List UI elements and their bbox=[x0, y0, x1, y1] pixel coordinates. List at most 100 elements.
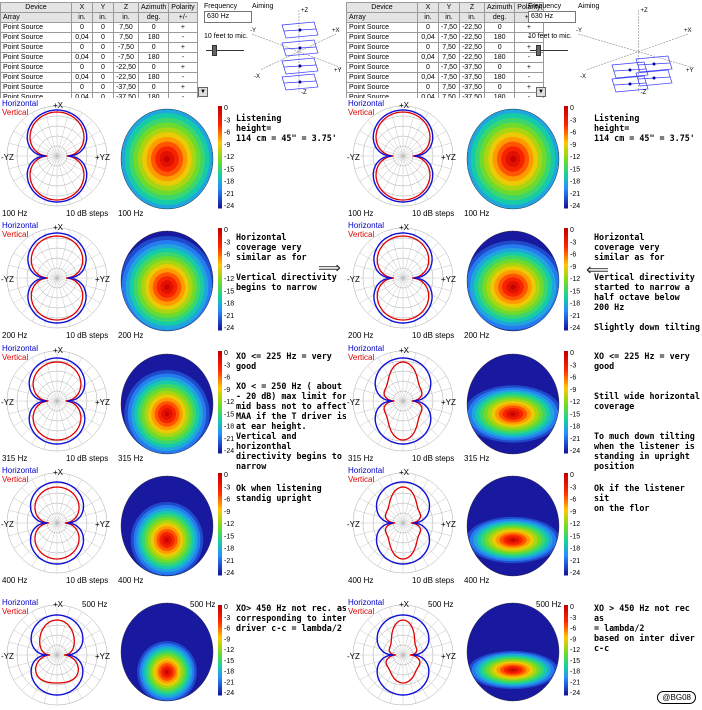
table-cell[interactable]: + bbox=[168, 42, 198, 53]
table-cell[interactable]: Point Source bbox=[0, 42, 72, 53]
table-cell[interactable]: 0,04 bbox=[417, 72, 439, 83]
table-row[interactable]: Point Source 0 -7,50 -22,50 0 + bbox=[346, 22, 544, 33]
table-row[interactable]: Point Source 0 0 -7,50 0 + bbox=[0, 42, 198, 53]
table-cell[interactable]: 0 bbox=[71, 82, 93, 93]
scroll-down-button[interactable]: ▼ bbox=[536, 87, 546, 97]
right-array-table[interactable]: Device X Y Z Azimuth Polarity Array in. in. in. d… bbox=[346, 2, 544, 103]
table-cell[interactable]: Point Source bbox=[346, 82, 418, 93]
table-cell[interactable]: -37,50 bbox=[459, 72, 485, 83]
table-cell[interactable]: 0 bbox=[417, 62, 439, 73]
table-cell[interactable]: 7,50 bbox=[113, 22, 139, 33]
table-cell[interactable]: 0 bbox=[92, 32, 114, 43]
table-cell[interactable]: -22,50 bbox=[113, 72, 139, 83]
table-cell[interactable]: 0,04 bbox=[71, 52, 93, 63]
table-cell[interactable]: -7,50 bbox=[113, 42, 139, 53]
table-cell[interactable]: 180 bbox=[483, 32, 516, 43]
table-cell[interactable]: -22,50 bbox=[459, 42, 485, 53]
table-cell[interactable]: + bbox=[168, 82, 198, 93]
table-cell[interactable]: 0 bbox=[417, 42, 439, 53]
table-cell[interactable]: Point Source bbox=[346, 32, 418, 43]
left-array-table[interactable]: Device X Y Z Azimuth Polarity Array in. in. in. d… bbox=[0, 2, 198, 103]
table-cell[interactable]: + bbox=[514, 62, 544, 73]
table-cell[interactable]: + bbox=[168, 62, 198, 73]
table-row[interactable]: Point Source 0,04 0 -7,50 180- bbox=[0, 52, 198, 63]
table-cell[interactable]: 0 bbox=[483, 62, 516, 73]
table-cell[interactable]: 0 bbox=[92, 82, 114, 93]
table-cell[interactable]: -7,50 bbox=[113, 52, 139, 63]
table-cell[interactable]: 180 bbox=[137, 72, 170, 83]
table-cell[interactable]: 0 bbox=[137, 42, 170, 53]
table-cell[interactable]: 0 bbox=[71, 42, 93, 53]
table-cell[interactable]: - bbox=[514, 72, 544, 83]
table-cell[interactable]: -22,50 bbox=[459, 22, 485, 33]
table-cell[interactable]: Point Source bbox=[0, 62, 72, 73]
table-cell[interactable]: 0 bbox=[483, 42, 516, 53]
table-cell[interactable]: 7,50 bbox=[438, 82, 460, 93]
table-cell[interactable]: -37,50 bbox=[459, 82, 485, 93]
table-cell[interactable]: 180 bbox=[137, 32, 170, 43]
table-cell[interactable]: - bbox=[168, 72, 198, 83]
table-row[interactable]: Point Source 0,04 7,50 -22,50 180- bbox=[346, 52, 544, 63]
table-cell[interactable]: 0,04 bbox=[417, 32, 439, 43]
frequency-control[interactable]: Frequency 630 Hz 10 feet to mic. bbox=[204, 3, 252, 40]
table-row[interactable]: Point Source 0,04 -7,50 -37,50 180- bbox=[346, 72, 544, 83]
table-cell[interactable]: 0 bbox=[483, 22, 516, 33]
table-cell[interactable]: 0 bbox=[417, 82, 439, 93]
table-cell[interactable]: -37,50 bbox=[459, 62, 485, 73]
table-row[interactable]: Point Source 0 0 -37,50 0 + bbox=[0, 82, 198, 93]
table-cell[interactable]: -37,50 bbox=[113, 82, 139, 93]
table-cell[interactable]: -22,50 bbox=[113, 62, 139, 73]
table-cell[interactable]: Point Source bbox=[346, 72, 418, 83]
table-cell[interactable]: 0 bbox=[92, 52, 114, 63]
table-cell[interactable]: 0 bbox=[137, 62, 170, 73]
table-cell[interactable]: 7,50 bbox=[438, 42, 460, 53]
distance-slider[interactable] bbox=[530, 50, 568, 51]
table-cell[interactable]: -7,50 bbox=[438, 22, 460, 33]
table-cell[interactable]: 0,04 bbox=[71, 32, 93, 43]
table-cell[interactable]: 0 bbox=[92, 42, 114, 53]
table-cell[interactable]: Point Source bbox=[0, 82, 72, 93]
table-row[interactable]: Point Source 0 -7,50 -37,50 0 + bbox=[346, 62, 544, 73]
table-cell[interactable]: 180 bbox=[483, 52, 516, 63]
table-row[interactable]: Point Source 0 0 -22,50 0 + bbox=[0, 62, 198, 73]
table-cell[interactable]: Point Source bbox=[346, 52, 418, 63]
table-cell[interactable]: Point Source bbox=[346, 22, 418, 33]
table-cell[interactable]: - bbox=[168, 52, 198, 63]
table-cell[interactable]: 180 bbox=[483, 72, 516, 83]
table-cell[interactable]: -22,50 bbox=[459, 52, 485, 63]
table-cell[interactable]: -7,50 bbox=[438, 62, 460, 73]
table-cell[interactable]: 0 bbox=[71, 22, 93, 33]
table-cell[interactable]: 0 bbox=[92, 62, 114, 73]
table-cell[interactable]: 0 bbox=[71, 62, 93, 73]
table-cell[interactable]: Point Source bbox=[0, 32, 72, 43]
table-cell[interactable]: 7,50 bbox=[113, 32, 139, 43]
distance-slider[interactable] bbox=[206, 50, 244, 51]
table-row[interactable]: Point Source 0 7,50 -22,50 0 + bbox=[346, 42, 544, 53]
table-cell[interactable]: Point Source bbox=[346, 62, 418, 73]
table-cell[interactable]: Point Source bbox=[346, 42, 418, 53]
table-cell[interactable]: Point Source bbox=[0, 72, 72, 83]
table-cell[interactable]: - bbox=[168, 32, 198, 43]
table-cell[interactable]: -7,50 bbox=[438, 32, 460, 43]
table-cell[interactable]: -7,50 bbox=[438, 72, 460, 83]
table-cell[interactable]: 7,50 bbox=[438, 52, 460, 63]
table-cell[interactable]: 0 bbox=[137, 22, 170, 33]
distance-slider-knob[interactable] bbox=[536, 45, 541, 56]
table-cell[interactable]: 0 bbox=[92, 22, 114, 33]
table-cell[interactable]: 0 bbox=[483, 82, 516, 93]
frequency-control[interactable]: Frequency 630 Hz 10 feet to mic. bbox=[528, 3, 576, 40]
table-cell[interactable]: 0 bbox=[92, 72, 114, 83]
table-cell[interactable]: 0 bbox=[137, 82, 170, 93]
table-row[interactable]: Point Source 0,04 -7,50 -22,50 180- bbox=[346, 32, 544, 43]
scroll-down-button[interactable]: ▼ bbox=[198, 87, 208, 97]
table-cell[interactable]: Point Source bbox=[0, 22, 72, 33]
frequency-input[interactable]: 630 Hz bbox=[528, 11, 576, 23]
table-cell[interactable]: -22,50 bbox=[459, 32, 485, 43]
table-cell[interactable]: 180 bbox=[137, 52, 170, 63]
table-cell[interactable]: Point Source bbox=[0, 52, 72, 63]
table-row[interactable]: Point Source 0,04 0 7,50 180- bbox=[0, 32, 198, 43]
table-cell[interactable]: 0,04 bbox=[417, 52, 439, 63]
table-row[interactable]: Point Source 0 7,50 -37,50 0 + bbox=[346, 82, 544, 93]
table-cell[interactable]: 0 bbox=[417, 22, 439, 33]
table-cell[interactable]: + bbox=[168, 22, 198, 33]
